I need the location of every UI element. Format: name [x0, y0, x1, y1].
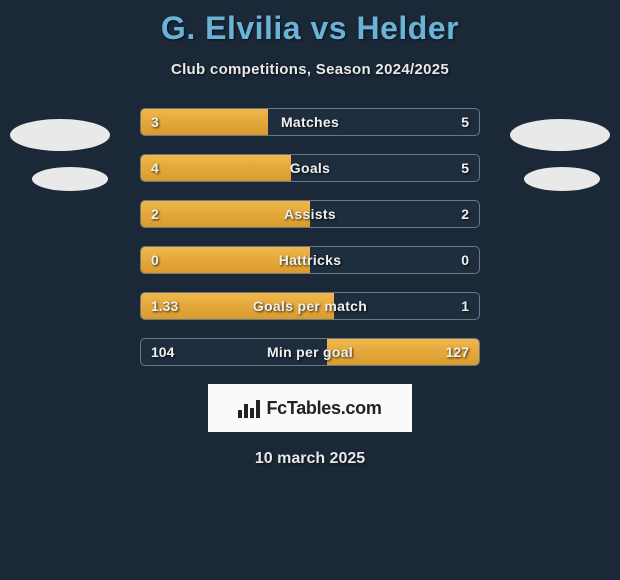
stat-label: Hattricks [141, 247, 479, 273]
stat-row: 2 Assists 2 [140, 200, 480, 228]
date-label: 10 march 2025 [0, 450, 620, 468]
player-right-club-badge [524, 167, 600, 191]
stat-value-right: 5 [461, 155, 469, 181]
player-right-avatar [510, 119, 610, 151]
stats-bars: 3 Matches 5 4 Goals 5 2 Assists 2 0 Hatt… [140, 108, 480, 366]
stat-value-right: 1 [461, 293, 469, 319]
stat-value-right: 127 [446, 339, 469, 365]
stat-row: 104 Min per goal 127 [140, 338, 480, 366]
stat-row: 3 Matches 5 [140, 108, 480, 136]
comparison-title: G. Elvilia vs Helder [0, 0, 620, 47]
stat-row: 1.33 Goals per match 1 [140, 292, 480, 320]
stat-label: Matches [141, 109, 479, 135]
stat-row: 4 Goals 5 [140, 154, 480, 182]
player-left-club-badge [32, 167, 108, 191]
stat-label: Goals [141, 155, 479, 181]
stat-row: 0 Hattricks 0 [140, 246, 480, 274]
comparison-subtitle: Club competitions, Season 2024/2025 [0, 61, 620, 78]
player-left-avatar [10, 119, 110, 151]
stat-value-right: 5 [461, 109, 469, 135]
stat-value-right: 2 [461, 201, 469, 227]
stat-label: Min per goal [141, 339, 479, 365]
stat-label: Goals per match [141, 293, 479, 319]
brand-text: FcTables.com [266, 398, 381, 419]
brand-box: FcTables.com [208, 384, 412, 432]
bars-icon [238, 398, 260, 418]
stat-value-right: 0 [461, 247, 469, 273]
stat-label: Assists [141, 201, 479, 227]
